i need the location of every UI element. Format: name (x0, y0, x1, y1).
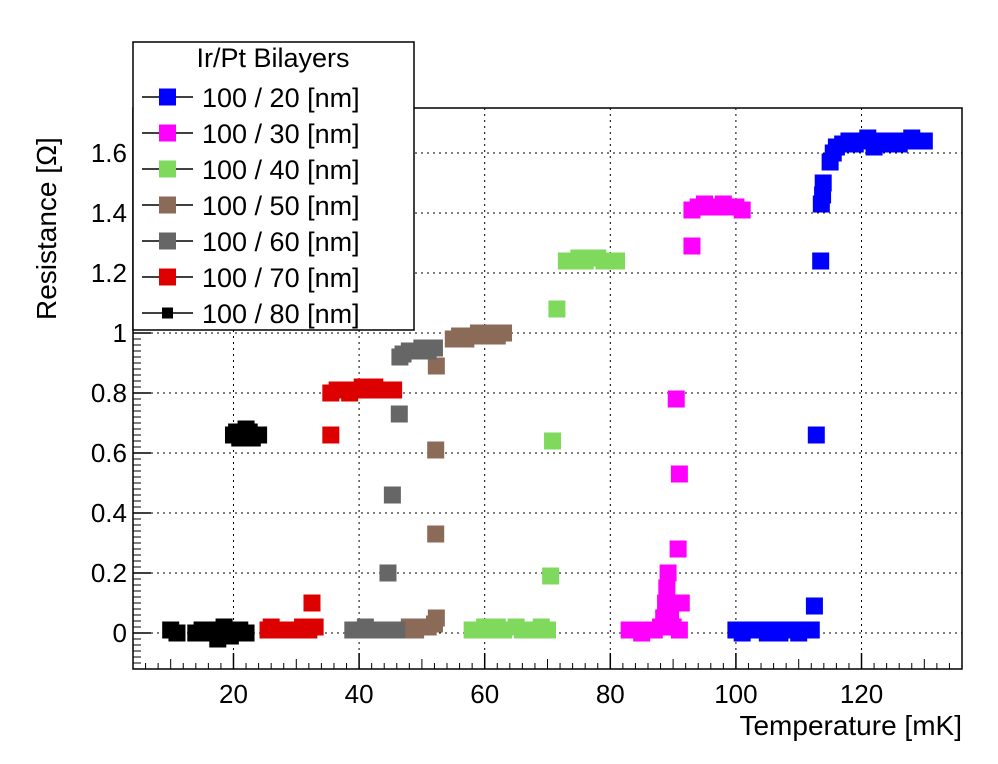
series-7 (162, 420, 268, 648)
data-point (322, 426, 340, 444)
legend-marker (159, 268, 176, 286)
y-tick-label: 0.6 (91, 438, 127, 468)
y-tick-label: 1.2 (91, 258, 127, 288)
series-2 (620, 195, 751, 642)
legend-label: 100 / 70 [nm] (202, 263, 360, 293)
data-point (670, 621, 688, 639)
data-point (539, 621, 556, 639)
data-point (812, 252, 830, 270)
legend-label: 100 / 40 [nm] (202, 155, 360, 185)
legend-entry: 100 / 50 [nm] (142, 191, 360, 221)
data-point (542, 567, 560, 585)
legend-marker (159, 88, 176, 106)
data-point (427, 525, 445, 543)
data-point (250, 426, 268, 444)
data-point (425, 339, 443, 357)
data-points (162, 129, 933, 648)
y-tick-label: 1.6 (91, 138, 127, 168)
legend-label: 100 / 30 [nm] (202, 119, 360, 149)
x-tick-label: 120 (840, 679, 883, 709)
y-tick-label: 1.4 (91, 198, 127, 228)
data-point (670, 465, 688, 483)
legend-marker (162, 307, 173, 319)
legend-marker (159, 124, 176, 142)
data-point (657, 594, 675, 612)
data-point (608, 252, 626, 270)
legend-entry: 100 / 70 [nm] (142, 263, 360, 293)
series-5 (344, 339, 443, 639)
legend-entry: 100 / 40 [nm] (142, 155, 360, 185)
y-tick-label: 0.8 (91, 378, 127, 408)
data-point (303, 594, 321, 612)
data-point (672, 594, 690, 612)
y-tick-label: 0.4 (91, 498, 127, 528)
data-point (427, 357, 445, 375)
data-point (683, 237, 701, 255)
tick-labels: 20 40 60 80 100 120 0 0.2 0.4 0.6 0.8 1 1.2 1.4 1.6 (91, 138, 883, 709)
data-point (805, 597, 823, 615)
legend-marker (159, 196, 176, 214)
legend-label: 100 / 60 [nm] (202, 227, 360, 257)
legend: Ir/Pt Bilayers 100 / 20 [nm] 100 / 30 [nm… (132, 41, 415, 331)
legend-entries: 100 / 20 [nm] 100 / 30 [nm] 100 / 40 [nm] 1… (142, 83, 360, 329)
legend-label: 100 / 50 [nm] (202, 191, 360, 221)
data-point (385, 381, 403, 399)
data-point (802, 621, 820, 639)
legend-box (132, 41, 415, 331)
data-point (168, 624, 186, 642)
data-point (379, 564, 397, 582)
x-tick-label: 40 (345, 679, 374, 709)
data-point (733, 201, 751, 219)
data-point (388, 621, 406, 639)
x-tick-label: 20 (219, 679, 248, 709)
legend-entry: 100 / 60 [nm] (142, 227, 360, 257)
data-point (669, 540, 687, 558)
series-1 (727, 129, 933, 642)
data-point (544, 432, 562, 450)
data-point (390, 405, 408, 423)
y-tick-label: 0 (113, 618, 127, 648)
data-point (427, 609, 445, 627)
series-3 (463, 249, 626, 639)
data-point (658, 579, 676, 597)
data-point (383, 486, 401, 504)
x-axis-title: Temperature [mK] (739, 710, 962, 741)
data-point (427, 441, 445, 459)
legend-entry: 100 / 80 [nm] (142, 299, 360, 329)
data-point (814, 174, 832, 192)
data-point (915, 132, 933, 150)
series-6 (259, 378, 403, 639)
data-point (667, 390, 685, 408)
data-point (807, 426, 825, 444)
y-tick-label: 0.2 (91, 558, 127, 588)
y-axis-title: Resistance [Ω] (31, 137, 62, 320)
legend-title: Ir/Pt Bilayers (196, 43, 349, 73)
data-point (221, 627, 239, 645)
data-point (306, 618, 324, 636)
data-point (659, 564, 677, 582)
x-tick-label: 60 (470, 679, 499, 709)
x-tick-label: 80 (596, 679, 625, 709)
y-tick-label: 1 (113, 318, 127, 348)
legend-entry: 100 / 30 [nm] (142, 119, 360, 149)
data-point (495, 324, 513, 342)
data-point (548, 300, 566, 318)
legend-marker (159, 232, 176, 250)
data-point (237, 624, 255, 642)
x-tick-label: 100 (714, 679, 757, 709)
legend-entry: 100 / 20 [nm] (142, 83, 360, 113)
legend-label: 100 / 80 [nm] (202, 299, 360, 329)
legend-marker (159, 160, 176, 178)
series-4 (394, 324, 513, 639)
legend-label: 100 / 20 [nm] (202, 83, 360, 113)
